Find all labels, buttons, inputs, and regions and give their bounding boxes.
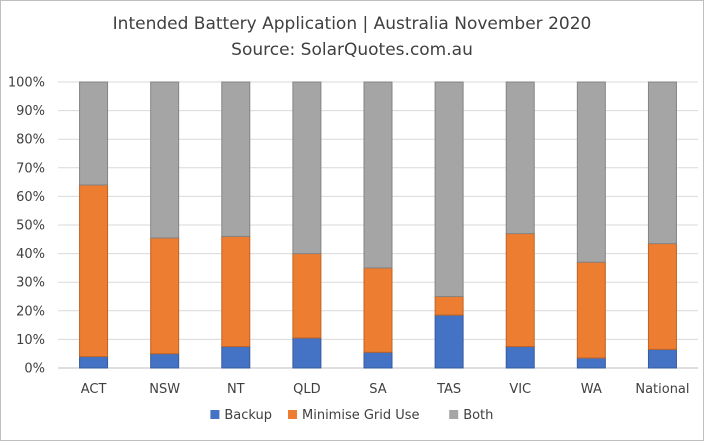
x-axis-tick-labels: ACT NSW NT QLD SA TAS VIC WA National <box>81 382 690 397</box>
legend-swatch <box>210 410 220 419</box>
y-tick-label: 100% <box>8 76 45 91</box>
bar-segment-minimise-grid-use <box>150 237 179 354</box>
y-tick-label: 70% <box>16 161 45 176</box>
bar-segment-outline <box>79 81 109 186</box>
x-tick-label: NSW <box>149 382 180 397</box>
bar-segment-minimise-grid-use <box>648 243 677 350</box>
bar-segment-minimise-grid-use <box>221 236 250 347</box>
y-tick-label: 60% <box>16 190 45 205</box>
bar-segment-both <box>648 82 677 244</box>
y-tick-label: 40% <box>16 247 45 262</box>
legend-label: Backup <box>224 408 272 423</box>
bar-segment-outline <box>292 81 322 255</box>
y-tick-label: 10% <box>16 333 45 348</box>
x-tick-label: NT <box>227 382 245 397</box>
bar-segment-backup <box>577 357 606 368</box>
bar-segment-backup <box>79 356 108 368</box>
bar-segment-backup <box>435 315 464 368</box>
y-tick-label: 30% <box>16 276 45 291</box>
y-tick-label: 90% <box>16 104 45 119</box>
bar-segment-both <box>79 82 108 185</box>
bar-segment-outline <box>647 81 677 245</box>
bar-segment-minimise-grid-use <box>577 262 606 358</box>
bar-segment-minimise-grid-use <box>79 184 108 357</box>
bar-segment-both <box>150 82 179 238</box>
bars <box>79 81 677 369</box>
bar-segment-backup <box>364 352 392 368</box>
legend-label: Both <box>463 408 493 423</box>
bar-segment-outline <box>434 81 464 297</box>
x-tick-label: SA <box>369 382 386 397</box>
bar-segment-minimise-grid-use <box>506 233 535 347</box>
bar-segment-both <box>364 82 392 268</box>
bar-segment-backup <box>150 353 179 368</box>
y-tick-label: 20% <box>16 304 45 319</box>
bar-segment-backup <box>221 346 250 368</box>
legend: Backup Minimise Grid Use Both <box>210 408 493 423</box>
x-tick-label: ACT <box>81 382 107 397</box>
y-tick-label: 80% <box>16 133 45 148</box>
legend-swatch <box>449 410 459 419</box>
y-axis-tick-labels: 0% 10% 20% 30% 40% 50% 60% 70% 80% 90% 100% <box>8 76 45 377</box>
bar-segment-both <box>577 82 606 263</box>
bar-segment-outline <box>150 81 180 239</box>
chart-subtitle: Source: SolarQuotes.com.au <box>231 40 473 60</box>
x-tick-label: QLD <box>293 382 321 397</box>
bar-segment-outline <box>505 81 535 235</box>
chart-title: Intended Battery Application | Australia… <box>113 14 592 34</box>
legend-label: Minimise Grid Use <box>302 408 420 423</box>
bar-segment-backup <box>648 349 677 368</box>
bar-segment-both <box>435 82 464 297</box>
bar-segment-outline <box>363 81 393 269</box>
x-tick-label: TAS <box>436 382 461 397</box>
bar-segment-minimise-grid-use <box>292 253 321 338</box>
bar-segment-both <box>292 82 321 254</box>
bar-segment-backup <box>506 346 535 368</box>
x-tick-label: WA <box>581 382 602 397</box>
bar-segment-both <box>506 82 535 234</box>
bar-segment-outline <box>221 81 251 237</box>
y-tick-label: 50% <box>16 219 45 234</box>
bar-segment-outline <box>576 81 606 263</box>
x-tick-label: VIC <box>509 382 531 397</box>
legend-swatch <box>288 410 297 419</box>
bar-segment-minimise-grid-use <box>364 267 392 353</box>
y-tick-label: 0% <box>24 362 45 377</box>
bar-segment-both <box>221 82 250 237</box>
bar-segment-backup <box>292 337 321 368</box>
bar-segment-minimise-grid-use <box>435 296 464 316</box>
x-tick-label: National <box>635 382 689 397</box>
